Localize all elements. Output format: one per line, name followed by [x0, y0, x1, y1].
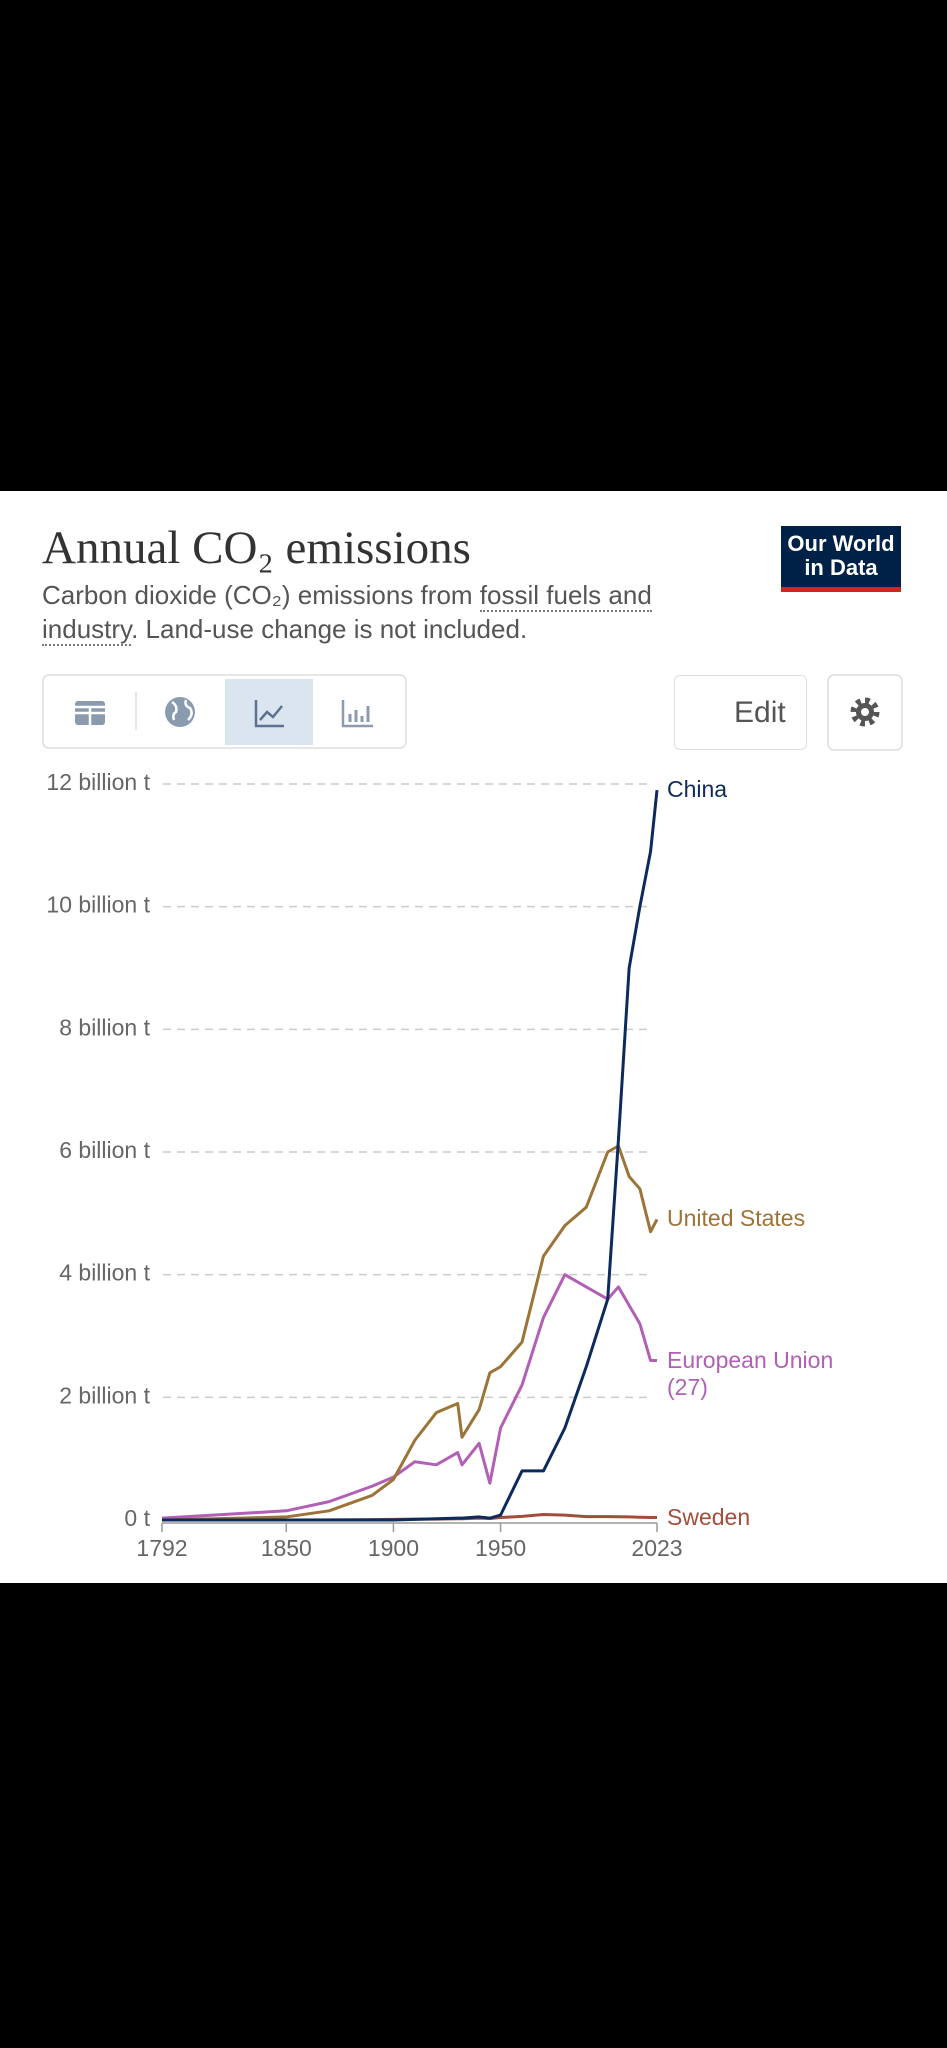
- logo-line: in Data: [804, 555, 878, 580]
- x-tick-label: 1850: [261, 1535, 312, 1561]
- chart-subtitle: Carbon dioxide (CO₂) emissions from foss…: [42, 578, 742, 646]
- bar-icon[interactable]: [341, 700, 373, 728]
- series-label: United States: [667, 1205, 806, 1232]
- series-line: [161, 1144, 659, 1522]
- logo-line: Our World: [787, 531, 895, 556]
- subtitle-link[interactable]: fossil fuels and industry: [42, 580, 652, 646]
- series-label: China: [667, 776, 728, 803]
- subtitle-text: . Land-use change is not included.: [131, 614, 528, 644]
- x-tick-label: 1900: [368, 1535, 419, 1561]
- series-line: [161, 1273, 657, 1520]
- gear-icon: [850, 697, 880, 727]
- chart-panel: [0, 491, 947, 1583]
- line-icon[interactable]: [254, 700, 284, 728]
- y-tick-label: 4 billion t: [59, 1260, 150, 1286]
- map-icon[interactable]: [165, 697, 195, 727]
- y-tick-label: 12 billion t: [46, 769, 150, 795]
- y-tick-label: 0 t: [124, 1505, 150, 1531]
- x-tick-label: 1792: [136, 1535, 187, 1561]
- table-icon[interactable]: [75, 701, 105, 725]
- chart-title: Annual CO₂ emissions: [42, 522, 471, 574]
- y-tick-label: 6 billion t: [59, 1137, 150, 1163]
- x-tick-label: 2023: [631, 1535, 682, 1561]
- series-label: Sweden: [667, 1503, 751, 1530]
- logo[interactable]: Our World in Data: [781, 526, 901, 592]
- tab-active[interactable]: [225, 679, 313, 745]
- y-tick-label: 10 billion t: [46, 892, 150, 918]
- series-label: European Union (27): [667, 1346, 834, 1400]
- tab-group: [42, 674, 407, 749]
- x-tick-label: 1950: [475, 1535, 526, 1561]
- y-tick-label: 8 billion t: [59, 1014, 150, 1040]
- edit-button[interactable]: Edit: [674, 675, 807, 750]
- y-tick-label: 2 billion t: [59, 1382, 150, 1408]
- edit-label: Edit: [734, 696, 786, 729]
- subtitle-text: Carbon dioxide (CO₂) emissions from: [42, 580, 480, 610]
- series-line: [162, 789, 659, 1522]
